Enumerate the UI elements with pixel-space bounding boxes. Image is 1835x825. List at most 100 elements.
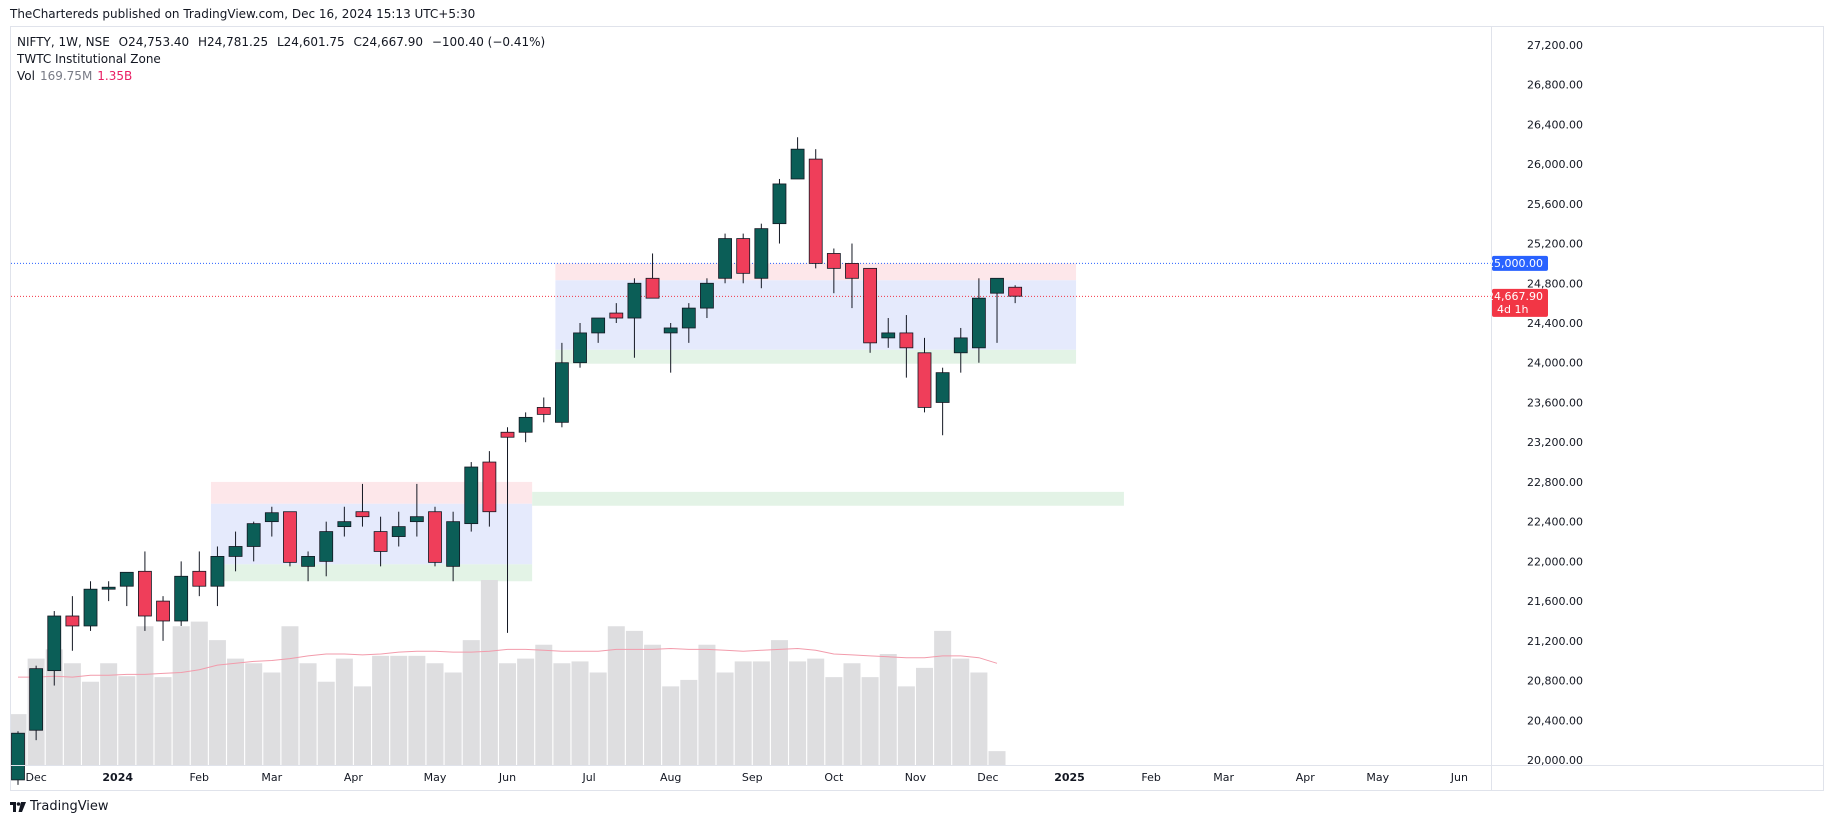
price-tick-label: 24,000.00 <box>1527 357 1583 370</box>
candle <box>681 303 696 343</box>
volume-bar <box>988 751 1006 765</box>
volume-bar <box>952 658 970 765</box>
candle-body <box>228 546 243 557</box>
zone-1-demand-band <box>210 564 533 582</box>
candle <box>736 233 751 284</box>
volume-bar <box>680 679 698 765</box>
volume-bar <box>625 630 643 765</box>
volume-bar <box>970 672 988 765</box>
time-tick-label: Apr <box>1296 771 1316 784</box>
candle-body <box>917 352 932 408</box>
candle-body <box>409 516 424 523</box>
open-value: O24,753.40 <box>118 35 190 49</box>
volume-ma-line <box>18 647 998 678</box>
candle <box>283 511 297 567</box>
change-value: −100.40 (−0.41%) <box>431 35 546 49</box>
candle <box>663 322 678 373</box>
ohlc-row: NIFTY, 1W, NSE O24,753.40 H24,781.25 L24… <box>17 34 550 51</box>
candle-body <box>808 158 823 264</box>
indicator-row[interactable]: TWTC Institutional Zone <box>17 51 550 68</box>
candle-body <box>156 600 170 622</box>
candle-body <box>971 297 986 349</box>
candle <box>917 337 932 413</box>
candle <box>210 546 225 607</box>
candle-body <box>464 466 479 525</box>
candle-body <box>283 511 297 563</box>
countdown-label: 4d 1h <box>1497 303 1528 316</box>
price-tick-label: 25,600.00 <box>1527 198 1583 211</box>
volume-row[interactable]: Vol 169.75M 1.35B <box>17 68 550 85</box>
price-tick-label: 22,400.00 <box>1527 516 1583 529</box>
candle <box>591 317 606 343</box>
volume-bar <box>372 655 390 765</box>
tradingview-brand[interactable]: TradingView <box>10 799 109 814</box>
volume-bar <box>698 644 716 765</box>
time-tick-label: 2025 <box>1054 771 1085 784</box>
time-tick-label: Jul <box>581 771 595 784</box>
volume-ma <box>18 647 998 678</box>
chart-frame[interactable]: Dec 2024 Feb Mar Apr May Jun Jul Aug Sep Oct Nov Dec… <box>10 26 1824 791</box>
volume-bar <box>843 663 861 765</box>
volume-bar <box>807 658 825 765</box>
zone-1-supply-band <box>210 481 533 504</box>
candle <box>464 462 479 532</box>
candle-body <box>899 332 914 349</box>
zone-2-supply-band <box>555 263 1077 281</box>
candle-body <box>700 282 714 309</box>
candle <box>808 149 823 269</box>
price-tick-label: 23,200.00 <box>1527 436 1583 449</box>
candle <box>754 223 769 289</box>
volume-bar <box>408 655 426 765</box>
volume-label[interactable]: Vol <box>17 69 35 83</box>
zone-2-demand-band <box>555 349 1077 364</box>
time-tick-label: May <box>1366 771 1389 784</box>
candle <box>101 581 116 602</box>
volume-bar <box>825 677 843 765</box>
candle-body <box>627 282 642 319</box>
candle-body <box>990 277 1004 294</box>
candle-body <box>83 588 98 627</box>
candle <box>119 571 134 607</box>
time-tick-label: Jun <box>498 771 516 784</box>
volume-bar <box>752 661 770 765</box>
volume-bar <box>353 686 371 765</box>
volume-bar <box>644 644 662 765</box>
volume-bar <box>879 654 897 765</box>
candle-body <box>573 332 587 364</box>
candle-body <box>428 511 442 563</box>
candle <box>609 303 624 323</box>
candle <box>826 248 841 294</box>
candle-body <box>754 228 769 279</box>
candle <box>391 511 406 547</box>
candle-body <box>210 556 225 587</box>
time-axis: Dec 2024 Feb Mar Apr May Jun Jul Aug Sep Oct Nov Dec… <box>11 765 1823 784</box>
candle <box>428 506 442 567</box>
candle <box>573 322 587 368</box>
time-tick-label: Feb <box>190 771 209 784</box>
price-chart[interactable]: Dec 2024 Feb Mar Apr May Jun Jul Aug Sep Oct Nov Dec… <box>11 27 1823 790</box>
candle <box>482 451 497 527</box>
zone-2-body <box>555 280 1077 350</box>
candle-body <box>446 521 461 567</box>
volume-bar <box>190 621 208 765</box>
candle-body <box>65 615 80 627</box>
volume-bar <box>734 661 752 765</box>
price-label-bg <box>1492 288 1548 317</box>
candle <box>11 731 25 785</box>
volume-bar <box>227 658 245 765</box>
candle <box>65 596 80 651</box>
candle-body <box>301 556 315 567</box>
time-tick-label: Aug <box>660 771 681 784</box>
indicator-name[interactable]: TWTC Institutional Zone <box>17 52 161 66</box>
volume-bar <box>662 686 680 765</box>
volume-bar <box>607 626 625 765</box>
candle-body <box>681 307 696 329</box>
candle-body <box>29 668 44 731</box>
candle <box>355 483 370 527</box>
volume-bar <box>897 686 915 765</box>
candle <box>790 137 805 180</box>
time-tick-label: 2024 <box>102 771 133 784</box>
demand-band <box>532 491 1124 506</box>
candle-body <box>863 267 878 344</box>
